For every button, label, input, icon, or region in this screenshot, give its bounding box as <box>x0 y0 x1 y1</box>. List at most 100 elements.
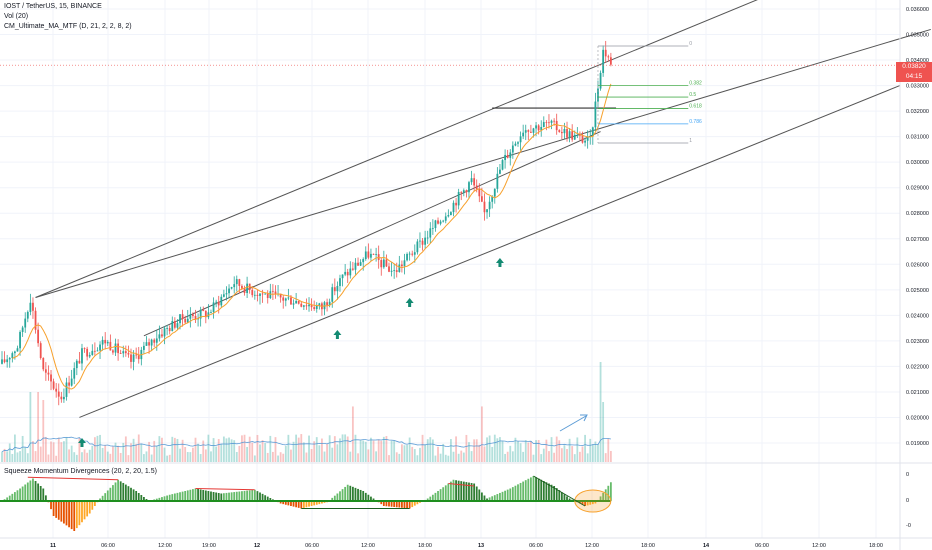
candle-body[interactable] <box>68 382 70 386</box>
candle-body[interactable] <box>166 328 169 329</box>
candle-body[interactable] <box>609 57 612 65</box>
candle-body[interactable] <box>184 318 187 323</box>
candle-body[interactable] <box>434 220 437 229</box>
channel-line[interactable] <box>143 131 601 337</box>
candle-body[interactable] <box>346 271 349 276</box>
candle-body[interactable] <box>491 196 494 202</box>
candle-body[interactable] <box>504 154 506 161</box>
candle-body[interactable] <box>377 254 380 261</box>
candle-body[interactable] <box>395 270 398 272</box>
candle-body[interactable] <box>230 287 233 289</box>
candle-body[interactable] <box>246 283 248 294</box>
candle-body[interactable] <box>282 297 285 301</box>
candle-body[interactable] <box>566 128 568 138</box>
candle-body[interactable] <box>604 49 607 57</box>
candle-body[interactable] <box>204 310 207 318</box>
candle-body[interactable] <box>517 142 519 144</box>
candle-body[interactable] <box>37 329 40 344</box>
candle-body[interactable] <box>530 131 532 133</box>
candle-body[interactable] <box>302 305 305 307</box>
candle-body[interactable] <box>336 285 339 292</box>
candle-body[interactable] <box>398 264 401 272</box>
candle-body[interactable] <box>171 321 174 332</box>
candle-body[interactable] <box>388 266 390 272</box>
candle-body[interactable] <box>215 301 218 303</box>
candle-body[interactable] <box>287 297 290 299</box>
candle-body[interactable] <box>437 220 439 224</box>
candle-body[interactable] <box>493 188 496 197</box>
candle-body[interactable] <box>390 270 393 272</box>
candle-body[interactable] <box>359 262 362 266</box>
candle-body[interactable] <box>145 342 148 346</box>
candle-body[interactable] <box>44 369 47 373</box>
candle-body[interactable] <box>470 178 473 183</box>
candle-body[interactable] <box>599 72 602 89</box>
candle-body[interactable] <box>382 259 385 268</box>
candle-body[interactable] <box>535 125 537 129</box>
momentum-indicator-label[interactable]: Squeeze Momentum Divergences (20, 2, 20,… <box>4 468 157 475</box>
candlesticks[interactable] <box>1 40 612 406</box>
candle-body[interactable] <box>571 131 574 140</box>
candle-body[interactable] <box>385 259 388 267</box>
candle-body[interactable] <box>93 350 96 352</box>
candle-body[interactable] <box>161 334 163 337</box>
candle-body[interactable] <box>579 134 581 136</box>
candle-body[interactable] <box>499 169 501 174</box>
candle-body[interactable] <box>370 253 372 258</box>
candle-body[interactable] <box>506 154 509 158</box>
candle-body[interactable] <box>568 131 571 138</box>
candle-body[interactable] <box>179 314 181 324</box>
candle-body[interactable] <box>158 334 161 339</box>
candle-body[interactable] <box>406 253 408 261</box>
candle-body[interactable] <box>421 240 424 245</box>
channel-line[interactable] <box>35 28 931 298</box>
candle-body[interactable] <box>553 120 556 122</box>
candle-body[interactable] <box>367 251 370 258</box>
candle-body[interactable] <box>50 374 52 382</box>
candle-body[interactable] <box>150 339 153 346</box>
candle-body[interactable] <box>310 304 313 308</box>
candle-body[interactable] <box>357 262 359 266</box>
candle-body[interactable] <box>473 178 476 186</box>
candle-body[interactable] <box>349 268 352 276</box>
candle-body[interactable] <box>284 298 287 301</box>
fib-retracement[interactable]: 0 0.382 0.5 0.618 0.786 1 <box>597 41 702 144</box>
candle-body[interactable] <box>486 209 488 213</box>
candle-body[interactable] <box>24 318 27 328</box>
candle-body[interactable] <box>212 302 215 313</box>
candle-body[interactable] <box>253 294 256 296</box>
candle-body[interactable] <box>228 288 230 294</box>
candle-body[interactable] <box>269 291 272 298</box>
candle-body[interactable] <box>135 354 138 356</box>
candle-body[interactable] <box>65 382 68 397</box>
candle-body[interactable] <box>256 294 259 296</box>
candle-body[interactable] <box>424 237 427 245</box>
candle-body[interactable] <box>354 262 357 270</box>
channel-line[interactable] <box>79 85 901 418</box>
channel-line[interactable] <box>35 0 797 298</box>
candle-body[interactable] <box>210 312 212 313</box>
candle-body[interactable] <box>419 240 421 242</box>
volume-indicator-label[interactable]: Vol (20) <box>4 13 29 20</box>
candle-body[interactable] <box>130 354 132 362</box>
candle-body[interactable] <box>429 228 432 238</box>
candle-body[interactable] <box>47 372 50 375</box>
candle-body[interactable] <box>326 302 328 306</box>
candle-body[interactable] <box>112 350 114 353</box>
candle-body[interactable] <box>189 314 192 319</box>
candle-body[interactable] <box>29 302 32 312</box>
candle-body[interactable] <box>52 381 55 389</box>
candle-body[interactable] <box>478 189 481 197</box>
candle-body[interactable] <box>259 293 261 296</box>
candle-body[interactable] <box>542 122 545 127</box>
candle-body[interactable] <box>194 316 197 320</box>
candle-body[interactable] <box>19 331 21 349</box>
candle-body[interactable] <box>14 351 16 354</box>
candle-body[interactable] <box>488 201 491 210</box>
candle-body[interactable] <box>225 293 228 295</box>
candle-body[interactable] <box>313 307 316 310</box>
candle-body[interactable] <box>450 212 452 216</box>
candle-body[interactable] <box>173 321 176 328</box>
candle-body[interactable] <box>186 318 189 323</box>
candle-body[interactable] <box>344 271 347 275</box>
